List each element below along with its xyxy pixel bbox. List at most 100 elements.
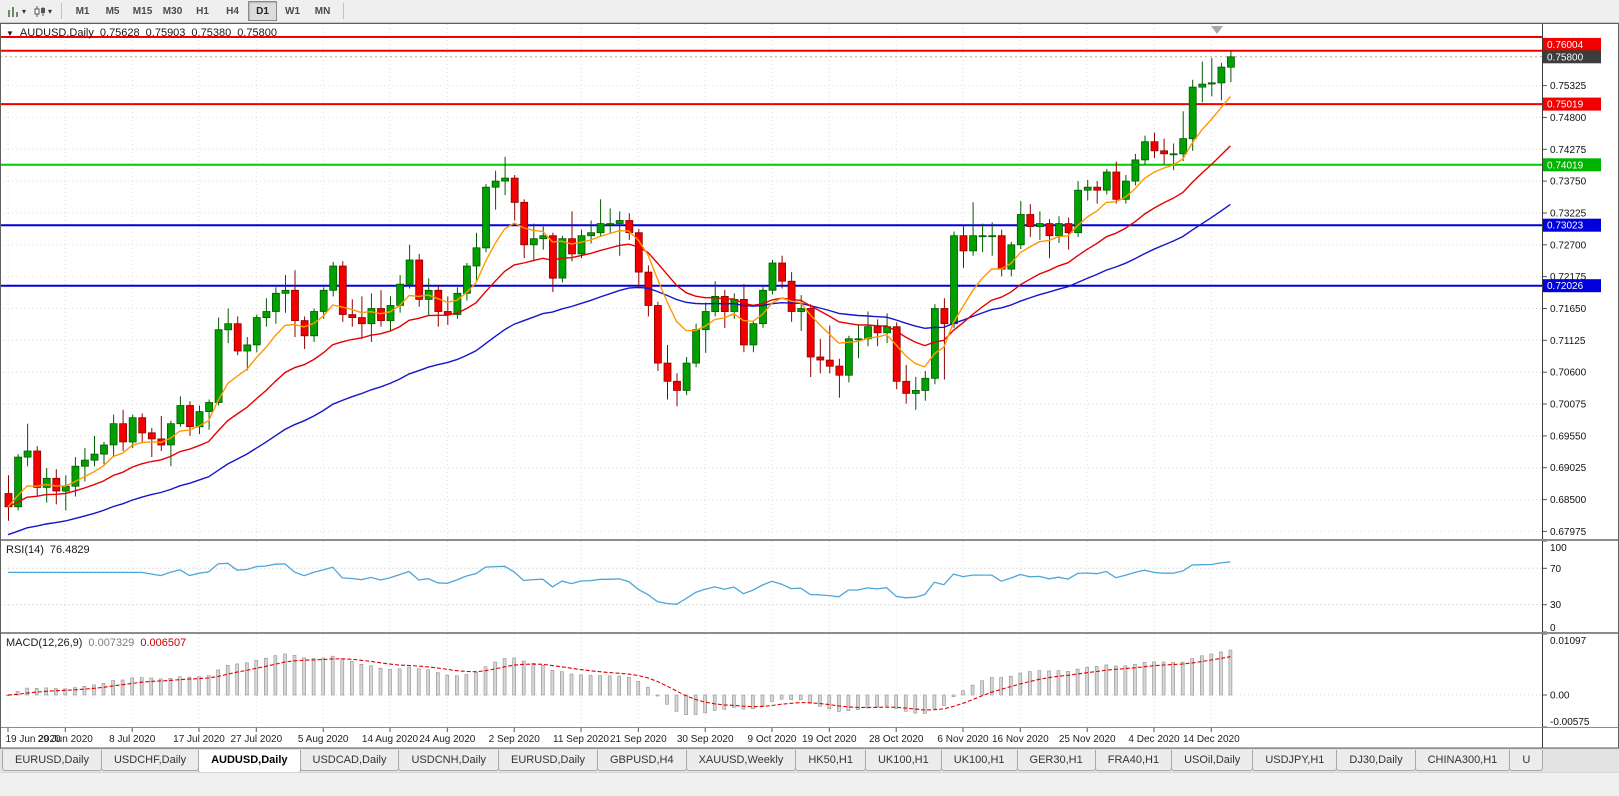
symbol-tab-xauusd-weekly[interactable]: XAUUSD,Weekly — [685, 750, 797, 771]
symbol-tab-usdcad-daily[interactable]: USDCAD,Daily — [299, 750, 400, 771]
timeframe-group: M1 M5 M15 M30 H1 H4 D1 W1 MN — [68, 1, 337, 21]
svg-text:0.71650: 0.71650 — [1550, 304, 1587, 315]
timeframe-button-m15[interactable]: M15 — [132, 5, 153, 17]
svg-text:0.75800: 0.75800 — [1547, 52, 1584, 63]
svg-text:0.68500: 0.68500 — [1550, 495, 1587, 506]
symbol-tab-dj30-daily[interactable]: DJ30,Daily — [1336, 750, 1416, 771]
ma-line-ema-mid — [7, 145, 1231, 508]
svg-text:0.73023: 0.73023 — [1547, 221, 1584, 232]
svg-text:70: 70 — [1550, 564, 1562, 575]
svg-text:0.76004: 0.76004 — [1547, 40, 1584, 51]
price-axis[interactable]: 0.75325 0.74800 0.74275 0.73750 0.73225 0.727… — [1542, 23, 1619, 748]
symbol-tab-usdchf-daily[interactable]: USDCHF,Daily — [100, 750, 200, 771]
status-bar — [0, 772, 1619, 796]
svg-text:16 Nov 2020: 16 Nov 2020 — [992, 734, 1049, 745]
svg-text:0.67975: 0.67975 — [1550, 527, 1587, 538]
svg-text:8 Jul 2020: 8 Jul 2020 — [109, 734, 156, 745]
symbol-tab-audusd-daily[interactable]: AUDUSD,Daily — [198, 750, 301, 772]
symbol-tab-hk50-h1[interactable]: HK50,H1 — [795, 750, 866, 771]
timeframe-button-h1[interactable]: H1 — [196, 5, 209, 17]
symbol-tab-usoil-daily[interactable]: USOil,Daily — [1171, 750, 1254, 771]
svg-text:24 Aug 2020: 24 Aug 2020 — [419, 734, 476, 745]
svg-text:0.73225: 0.73225 — [1550, 209, 1587, 220]
timeframe-button-m1[interactable]: M1 — [75, 5, 90, 17]
ma-line-ema-fast — [7, 96, 1231, 508]
chart-shift-marker-icon[interactable] — [1211, 26, 1223, 34]
timeframe-button-h4[interactable]: H4 — [226, 5, 239, 17]
svg-text:0.70075: 0.70075 — [1550, 400, 1587, 411]
svg-text:0.72700: 0.72700 — [1550, 240, 1587, 251]
symbol-tab-bar: EURUSD,Daily USDCHF,Daily AUDUSD,Daily USDC… — [0, 748, 1619, 772]
svg-text:0.72026: 0.72026 — [1547, 281, 1584, 292]
candles-layer[interactable] — [4, 50, 1235, 521]
chevron-down-icon: ▾ — [48, 6, 53, 16]
bar-chart-icon — [8, 6, 18, 17]
svg-text:2 Sep 2020: 2 Sep 2020 — [489, 734, 541, 745]
symbol-tab-u[interactable]: U — [1509, 750, 1544, 771]
svg-text:0.71125: 0.71125 — [1550, 336, 1586, 347]
svg-text:0.01097: 0.01097 — [1550, 636, 1587, 647]
svg-text:28 Oct 2020: 28 Oct 2020 — [869, 734, 924, 745]
svg-text:11 Sep 2020: 11 Sep 2020 — [553, 734, 609, 745]
symbol-tab-china300-h1[interactable]: CHINA300,H1 — [1414, 750, 1511, 771]
svg-text:0.69025: 0.69025 — [1550, 463, 1587, 474]
chart-collapse-icon[interactable]: ▼ — [6, 28, 14, 38]
symbol-tab-uk100-h1[interactable]: UK100,H1 — [864, 750, 942, 771]
svg-text:4 Dec 2020: 4 Dec 2020 — [1128, 734, 1180, 745]
svg-text:0.72175: 0.72175 — [1550, 272, 1587, 283]
candlestick-icon — [34, 5, 46, 17]
svg-text:100: 100 — [1550, 543, 1567, 554]
symbol-tab-eurusd-daily[interactable]: EURUSD,Daily — [498, 750, 598, 771]
timeframe-button-d1[interactable]: D1 — [248, 1, 278, 21]
horizontal-level-lines[interactable] — [0, 36, 1542, 287]
svg-text:9 Oct 2020: 9 Oct 2020 — [748, 734, 797, 745]
symbol-tab-fra40-h1[interactable]: FRA40,H1 — [1094, 750, 1173, 771]
pane-dividers[interactable] — [0, 539, 1619, 728]
svg-text:0.73750: 0.73750 — [1550, 177, 1587, 188]
rsi-line — [8, 561, 1231, 605]
svg-text:27 Jul 2020: 27 Jul 2020 — [230, 734, 282, 745]
svg-text:25 Nov 2020: 25 Nov 2020 — [1059, 734, 1116, 745]
svg-text:14 Aug 2020: 14 Aug 2020 — [362, 734, 419, 745]
symbol-tab-usdcnh-daily[interactable]: USDCNH,Daily — [398, 750, 500, 771]
symbol-tab-usdjpy-h1[interactable]: USDJPY,H1 — [1252, 750, 1338, 771]
chart-type-dropdown[interactable]: ▾ — [4, 2, 29, 21]
svg-text:5 Aug 2020: 5 Aug 2020 — [298, 734, 349, 745]
symbol-tab-ger30-h1[interactable]: GER30,H1 — [1016, 750, 1096, 771]
svg-text:-0.00575: -0.00575 — [1550, 717, 1590, 728]
toolbar: ▾ ▾ M1 M5 M15 M30 H1 H4 D1 W1 MN — [0, 0, 1619, 23]
svg-text:14 Dec 2020: 14 Dec 2020 — [1183, 734, 1240, 745]
macd-histogram — [6, 649, 1233, 715]
svg-text:30 Sep 2020: 30 Sep 2020 — [677, 734, 734, 745]
symbol-tab-uk100-h1[interactable]: UK100,H1 — [940, 750, 1018, 771]
symbol-tab-gbpusd-h4[interactable]: GBPUSD,H4 — [597, 750, 687, 771]
chevron-down-icon: ▾ — [22, 6, 27, 16]
timeframe-button-mn[interactable]: MN — [314, 5, 331, 17]
svg-text:0.74019: 0.74019 — [1547, 160, 1584, 171]
timeframe-button-m5[interactable]: M5 — [105, 5, 120, 17]
symbol-tab-eurusd-daily[interactable]: EURUSD,Daily — [2, 750, 102, 771]
svg-text:0.75325: 0.75325 — [1550, 81, 1587, 92]
toolbar-separator — [61, 3, 63, 19]
svg-text:0.75019: 0.75019 — [1547, 100, 1584, 111]
svg-text:30: 30 — [1550, 600, 1562, 611]
timeframe-button-m30[interactable]: M30 — [162, 5, 183, 17]
svg-text:0.00: 0.00 — [1550, 691, 1570, 702]
svg-text:17 Jul 2020: 17 Jul 2020 — [173, 734, 225, 745]
chart-background[interactable] — [0, 23, 1619, 748]
candlestick-type-dropdown[interactable]: ▾ — [31, 2, 55, 21]
svg-text:6 Nov 2020: 6 Nov 2020 — [937, 734, 989, 745]
timeframe-button-w1[interactable]: W1 — [285, 5, 301, 17]
svg-text:19 Jun 2020: 19 Jun 2020 — [5, 734, 60, 745]
svg-text:29 Jun 2020: 29 Jun 2020 — [38, 734, 93, 745]
svg-text:19 Oct 2020: 19 Oct 2020 — [802, 734, 857, 745]
svg-text:21 Sep 2020: 21 Sep 2020 — [610, 734, 667, 745]
svg-text:0.69550: 0.69550 — [1550, 431, 1587, 442]
ma-line-ema-slow — [7, 203, 1231, 536]
svg-text:0.74275: 0.74275 — [1550, 145, 1587, 156]
svg-text:0: 0 — [1550, 623, 1556, 634]
